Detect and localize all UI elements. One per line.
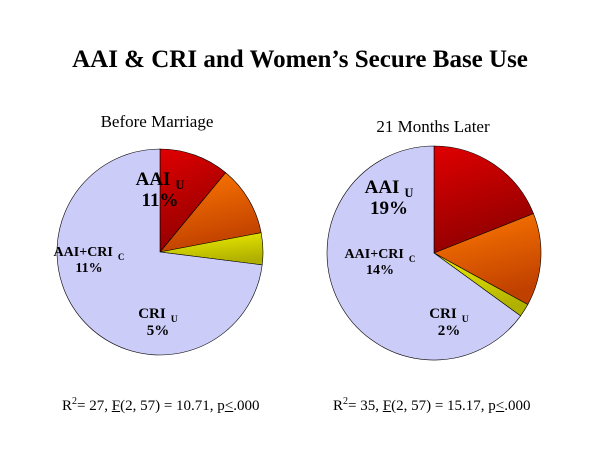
pie-2-slice-1 (433, 145, 534, 254)
pie-21-months-later (326, 145, 542, 361)
pie-1-slice-aai-cri-label: AAI+CRI C (54, 245, 125, 262)
pie-2-slice-aai-cri-label: AAI+CRI C (345, 247, 416, 264)
pie-1-slice-cri-label-value: 5% (147, 323, 170, 339)
pie-2-slice-aai-cri-label-value: 14% (366, 263, 394, 278)
pie-1-slice-aai-cri-label-value: 11% (75, 261, 102, 276)
pie-1-subtitle: Before Marriage (100, 112, 214, 131)
pie-1-slice-aai-label-value: 11% (142, 190, 179, 211)
pie-2-slice-aai-label-value: 19% (370, 198, 408, 219)
pie-2-subtitle: 21 Months Later (376, 117, 490, 136)
stat-line-1: R2= 27, F(2, 57) = 10.71, p<.000 (62, 396, 260, 415)
pie-2-slice-cri-label-value: 2% (438, 323, 461, 339)
chart-title: AAI & CRI and Women’s Secure Base Use (72, 46, 528, 73)
pie-2-slice-2 (433, 213, 542, 305)
pie-before-marriage (56, 148, 264, 356)
pie-1-slice-1 (159, 148, 227, 253)
pie-1-slice-4 (56, 148, 263, 356)
pie-2-slice-4 (326, 145, 521, 361)
pie-1-slice-2 (159, 172, 262, 253)
stat-line-2: R2= 35, F(2, 57) = 15.17, p<.000 (333, 396, 531, 415)
